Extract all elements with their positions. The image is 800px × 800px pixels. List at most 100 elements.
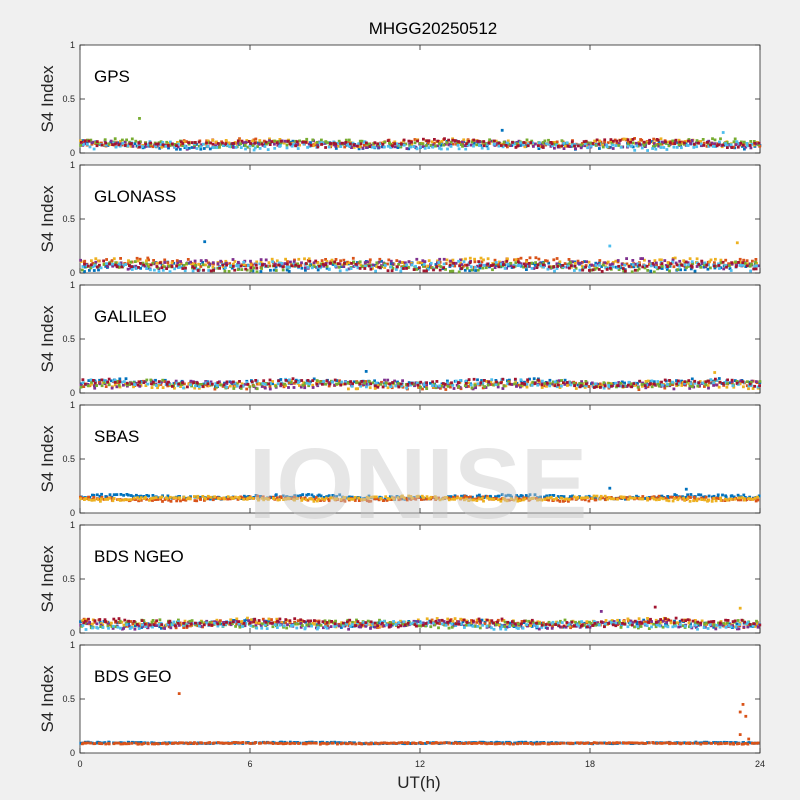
data-point (391, 263, 395, 266)
data-point (132, 496, 136, 500)
data-point (243, 144, 247, 147)
data-point (438, 142, 441, 146)
data-point (490, 620, 494, 624)
data-point (238, 624, 242, 627)
data-point (409, 622, 412, 626)
y-tick-label: 0.5 (62, 574, 75, 584)
data-point (703, 622, 706, 626)
data-point (343, 496, 347, 499)
data-point (160, 266, 164, 270)
data-point (399, 382, 403, 386)
data-point (439, 147, 443, 151)
data-point (630, 270, 634, 274)
data-point (669, 619, 673, 623)
data-point (235, 622, 238, 626)
data-point (523, 497, 527, 501)
data-point (538, 145, 542, 148)
data-point (559, 625, 562, 629)
data-point (457, 270, 461, 274)
data-point (687, 379, 691, 382)
data-point (709, 143, 712, 147)
data-point (376, 385, 380, 389)
data-point (472, 141, 476, 145)
data-point (690, 260, 694, 264)
data-point (533, 264, 537, 267)
data-point (745, 498, 749, 501)
data-point (367, 500, 371, 503)
data-point (258, 621, 261, 624)
data-point (636, 262, 640, 266)
data-point (496, 498, 500, 502)
data-point (169, 626, 173, 630)
data-point (463, 498, 466, 502)
data-point (637, 267, 641, 271)
data-point (611, 261, 615, 264)
data-point (130, 625, 134, 629)
data-point (563, 383, 567, 386)
data-point (211, 139, 215, 142)
data-point (738, 260, 742, 264)
data-point (440, 384, 444, 388)
data-point (683, 380, 687, 384)
data-point (208, 147, 212, 151)
data-point (304, 262, 308, 265)
data-point (516, 264, 520, 267)
data-point (240, 268, 244, 271)
data-point (451, 384, 455, 387)
data-point (688, 499, 692, 503)
data-point (507, 142, 511, 146)
data-point (380, 259, 383, 263)
data-point (470, 268, 474, 272)
data-point (98, 382, 102, 386)
data-point (81, 378, 85, 382)
data-point (701, 381, 705, 385)
data-point (488, 625, 492, 629)
data-point (305, 381, 309, 385)
data-point (583, 144, 586, 148)
data-point (316, 265, 320, 269)
data-point (435, 380, 439, 383)
data-point (737, 627, 741, 631)
data-point (593, 265, 597, 269)
data-point (636, 268, 639, 272)
data-point (352, 380, 356, 384)
data-point (393, 379, 396, 383)
data-point (594, 261, 598, 265)
data-point (383, 382, 386, 386)
data-point (420, 498, 423, 501)
data-point (311, 386, 315, 389)
data-point (257, 498, 260, 502)
data-point (209, 495, 213, 499)
data-point (351, 497, 355, 501)
data-point (87, 498, 91, 502)
data-point (267, 497, 270, 501)
data-point (313, 622, 316, 626)
data-point (364, 624, 368, 628)
data-point (618, 621, 621, 624)
data-point (268, 378, 272, 382)
data-point (218, 266, 221, 270)
data-point (658, 619, 662, 623)
data-point (728, 267, 732, 270)
data-point (502, 619, 506, 622)
data-point (560, 495, 563, 498)
data-point (526, 380, 530, 384)
data-point (122, 264, 125, 268)
data-point (272, 264, 276, 268)
data-point (108, 623, 112, 627)
data-point (358, 143, 361, 147)
data-point (158, 618, 162, 622)
data-point (483, 385, 486, 388)
data-point (125, 383, 129, 387)
data-point (521, 494, 524, 498)
data-point (175, 144, 178, 147)
data-point (296, 494, 300, 498)
data-point (409, 495, 413, 498)
data-point (461, 142, 465, 146)
data-point (504, 494, 508, 498)
data-point (179, 385, 182, 388)
data-point (231, 497, 235, 500)
data-point (446, 379, 449, 383)
data-point (296, 622, 300, 626)
data-point (90, 498, 94, 502)
